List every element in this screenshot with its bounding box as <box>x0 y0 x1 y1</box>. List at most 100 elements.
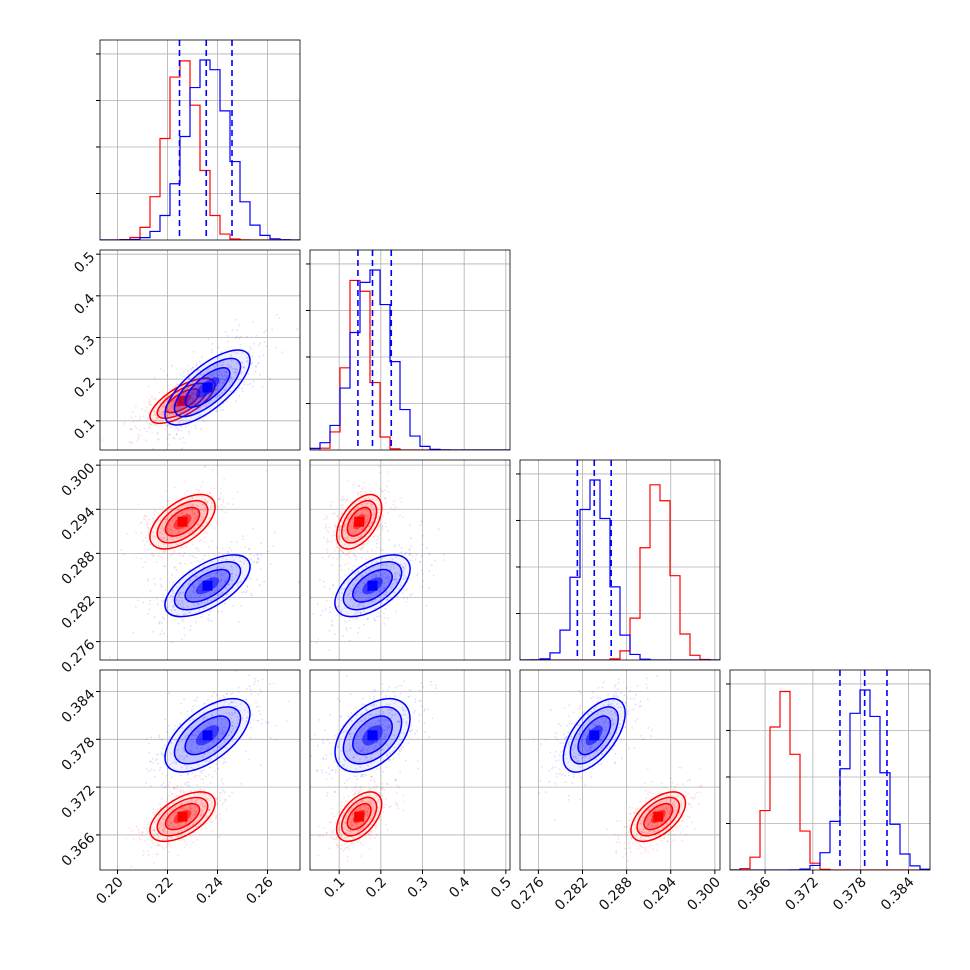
scatter-point <box>188 379 191 381</box>
scatter-point <box>578 746 581 749</box>
scatter-point <box>366 810 369 813</box>
scatter-point <box>233 705 236 708</box>
scatter-point <box>186 767 188 770</box>
scatter-point <box>155 423 157 426</box>
scatter-point <box>376 768 378 770</box>
scatter-point <box>624 847 626 850</box>
scatter-point <box>164 610 167 613</box>
scatter-point <box>367 764 370 767</box>
scatter-point <box>160 622 163 624</box>
scatter-point <box>397 720 400 722</box>
scatter-point <box>139 434 142 437</box>
scatter-point <box>187 370 190 373</box>
scatter-point <box>156 438 159 441</box>
scatter-point <box>137 436 140 438</box>
scatter-point <box>170 513 173 516</box>
scatter-point <box>179 397 181 400</box>
scatter-point <box>220 718 223 721</box>
scatter-point <box>203 379 206 382</box>
scatter-point <box>377 590 380 593</box>
scatter-point <box>409 690 412 692</box>
scatter-point <box>198 490 201 493</box>
scatter-point <box>202 372 205 375</box>
scatter-point <box>333 760 336 763</box>
scatter-point <box>149 400 151 403</box>
scatter-point <box>162 410 165 413</box>
scatter-point <box>162 544 165 546</box>
scatter-point <box>682 820 685 823</box>
scatter-point <box>350 719 353 722</box>
scatter-point <box>368 517 370 520</box>
scatter-point <box>163 529 166 532</box>
scatter-point <box>183 749 186 752</box>
scatter-point <box>186 509 189 511</box>
scatter-point <box>199 369 201 372</box>
scatter-point <box>381 557 384 560</box>
scatter-point <box>346 479 349 482</box>
scatter-point <box>201 495 204 498</box>
scatter-point <box>359 828 362 830</box>
scatter-point <box>651 832 654 835</box>
scatter-point <box>360 801 363 804</box>
scatter-point <box>368 637 371 639</box>
scatter-point <box>316 769 319 772</box>
scatter-point <box>175 543 177 546</box>
scatter-point <box>157 844 160 847</box>
scatter-point <box>213 717 216 720</box>
scatter-point <box>170 519 173 522</box>
scatter-point <box>258 355 261 358</box>
scatter-point <box>359 491 361 494</box>
scatter-point <box>367 807 370 810</box>
scatter-point <box>364 521 367 523</box>
scatter-point <box>418 700 421 703</box>
scatter-point <box>236 369 239 371</box>
scatter-point <box>359 806 361 809</box>
scatter-point <box>692 798 695 801</box>
scatter-point <box>354 727 357 730</box>
scatter-point <box>607 699 610 702</box>
scatter-point <box>341 506 343 509</box>
scatter-point <box>202 509 205 512</box>
scatter-point <box>554 735 557 738</box>
scatter-point <box>237 686 240 689</box>
scatter-point <box>161 828 164 831</box>
scatter-point <box>367 833 369 836</box>
scatter-point <box>377 570 379 573</box>
scatter-point <box>139 532 142 534</box>
scatter-point <box>355 810 358 813</box>
scatter-point <box>159 633 162 636</box>
scatter-point <box>140 521 143 524</box>
scatter-point <box>370 775 373 778</box>
scatter-point <box>183 375 185 378</box>
scatter-point <box>233 709 236 711</box>
scatter-point <box>358 838 360 841</box>
scatter-point <box>368 800 371 803</box>
scatter-point <box>175 537 178 540</box>
scatter-point <box>153 814 156 816</box>
scatter-point <box>657 829 660 832</box>
scatter-point <box>687 792 690 795</box>
scatter-point <box>662 837 665 840</box>
scatter-point <box>668 812 671 815</box>
scatter-point <box>168 413 171 416</box>
scatter-point <box>218 498 221 500</box>
scatter-point <box>257 560 260 563</box>
scatter-point <box>175 599 178 602</box>
scatter-point <box>265 469 268 472</box>
scatter-point <box>434 559 437 562</box>
scatter-point <box>361 527 364 530</box>
scatter-point <box>579 754 582 757</box>
scatter-point <box>623 826 626 828</box>
scatter-point <box>674 786 677 788</box>
scatter-point <box>231 712 233 714</box>
scatter-point <box>235 541 238 543</box>
scatter-point <box>219 409 222 412</box>
scatter-point <box>347 810 350 813</box>
x-tick-label: 0.2 <box>363 874 390 901</box>
scatter-point <box>646 825 648 828</box>
scatter-point <box>276 313 278 316</box>
scatter-point <box>177 531 180 533</box>
scatter-point <box>160 797 163 800</box>
scatter-point <box>187 373 190 376</box>
scatter-point <box>402 794 405 797</box>
